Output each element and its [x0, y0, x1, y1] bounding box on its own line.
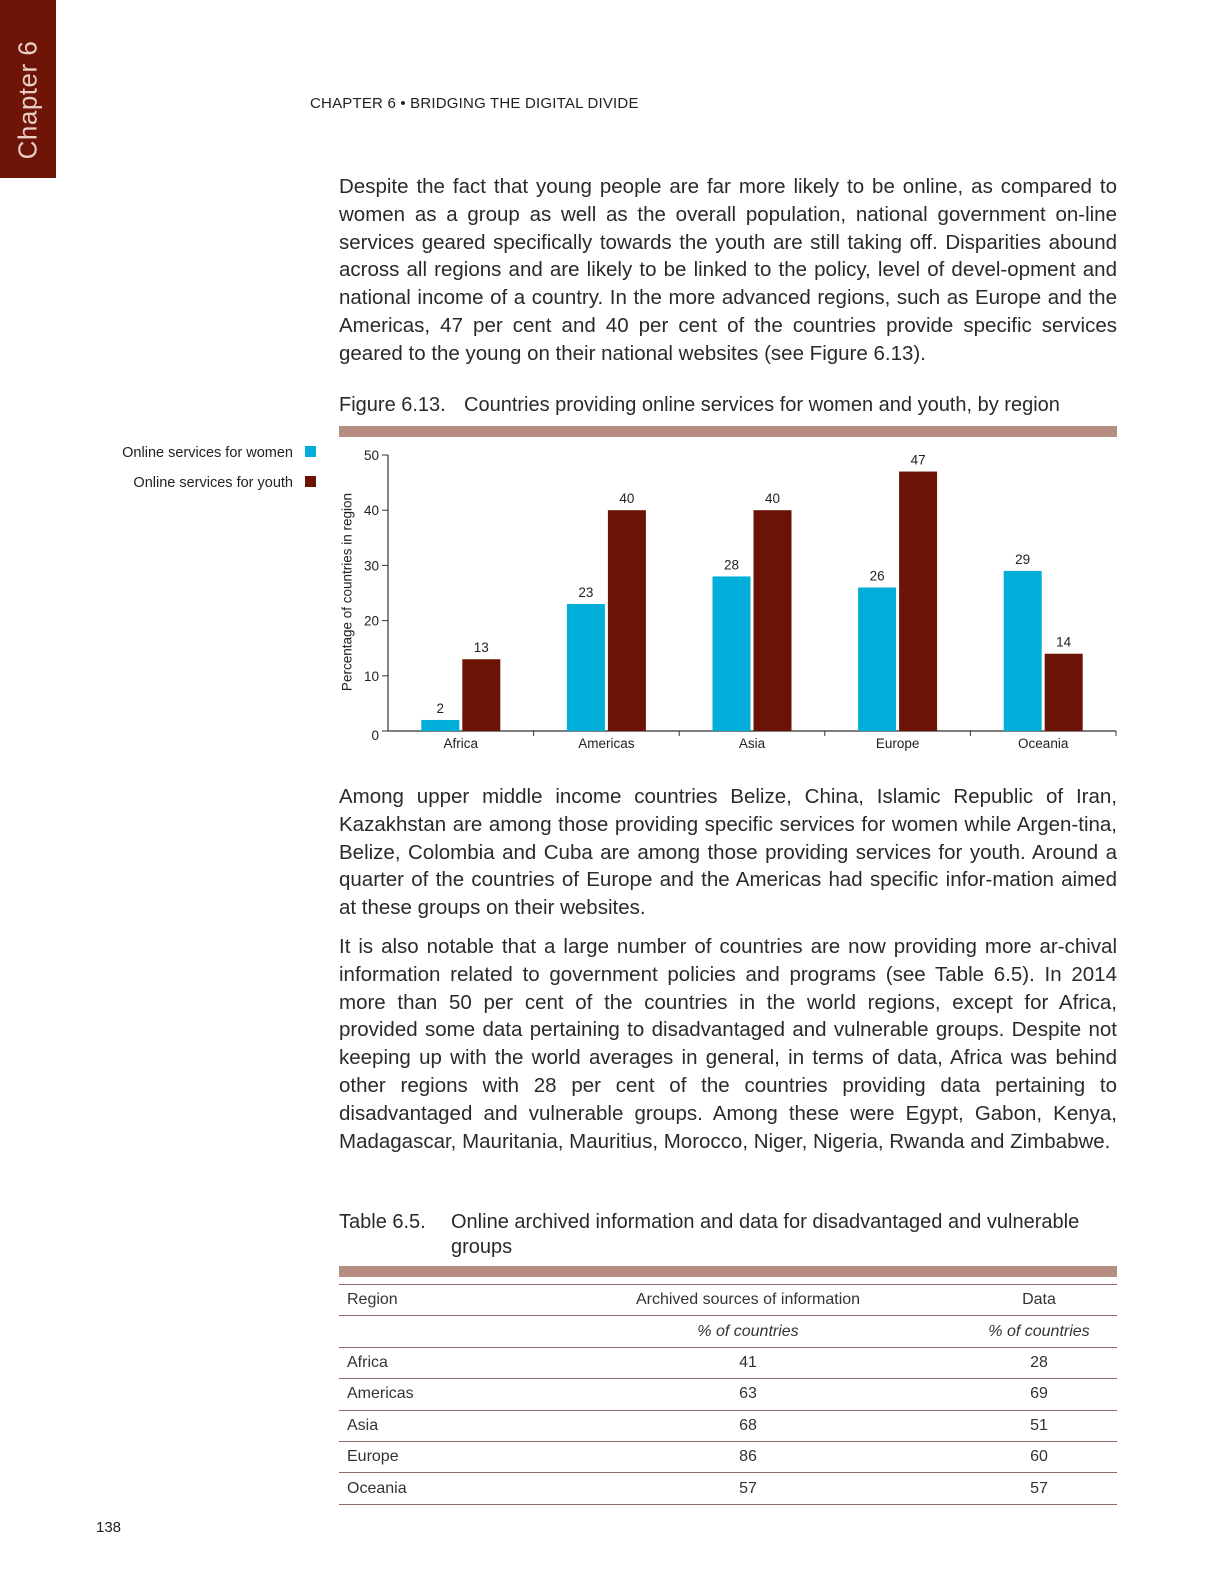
- legend-item-women: Online services for women: [60, 445, 316, 461]
- y-tick-label: 50: [364, 448, 379, 463]
- y-tick-label: 0: [371, 728, 379, 743]
- paragraph-3: It is also notable that a large number o…: [339, 935, 1117, 1153]
- y-tick-label: 10: [364, 669, 379, 684]
- table-row: Asia 68 51: [339, 1409, 1117, 1442]
- x-tick-label: Africa: [444, 736, 479, 751]
- chapter-tab-label: Chapter 6: [12, 40, 43, 160]
- chapter-tab: Chapter 6: [0, 0, 56, 178]
- paragraph-2: Among upper middle income countries Beli…: [339, 785, 1117, 920]
- archived-cell: 86: [535, 1440, 961, 1473]
- table-caption: Table 6.5. Online archived information a…: [339, 1210, 1117, 1260]
- table-title: Online archived information and data for…: [451, 1211, 1080, 1258]
- x-tick-label: Americas: [578, 736, 635, 751]
- data-table: Region Archived sources of information D…: [339, 1283, 1117, 1505]
- data-cell: 60: [961, 1440, 1117, 1473]
- figure-title: Countries providing online services for …: [464, 394, 1060, 416]
- table-rule: [339, 1266, 1117, 1277]
- data-label: 28: [724, 557, 739, 572]
- data-cell: 28: [961, 1346, 1117, 1379]
- bar-youth: [462, 659, 501, 731]
- bar-youth: [1044, 653, 1083, 731]
- data-cell: 57: [961, 1472, 1117, 1505]
- y-tick-label: 20: [364, 614, 379, 629]
- table-subheader-row: % of countries % of countries: [339, 1315, 1117, 1348]
- archived-cell: 41: [535, 1346, 961, 1379]
- archived-cell: 63: [535, 1378, 961, 1411]
- legend-item-youth: Online services for youth: [60, 475, 316, 491]
- bar-youth: [753, 510, 792, 731]
- header-data: Data: [961, 1283, 1117, 1316]
- table-header-row: Region Archived sources of information D…: [339, 1283, 1117, 1316]
- region-cell: Americas: [339, 1378, 535, 1411]
- legend-label-youth: Online services for youth: [133, 475, 293, 491]
- region-cell: Europe: [339, 1440, 535, 1473]
- subheader-data: % of countries: [961, 1315, 1117, 1348]
- data-label: 23: [578, 585, 593, 600]
- data-label: 13: [474, 640, 489, 655]
- data-label: 29: [1015, 552, 1030, 567]
- table-row: Americas 63 69: [339, 1378, 1117, 1411]
- data-cell: 51: [961, 1409, 1117, 1442]
- subheader-region: [339, 1315, 535, 1348]
- running-head: CHAPTER 6 • BRIDGING THE DIGITAL DIVIDE: [310, 95, 639, 112]
- header-archived: Archived sources of information: [535, 1283, 961, 1316]
- y-tick-label: 40: [364, 503, 379, 518]
- bar-women: [421, 719, 460, 731]
- header-region: Region: [339, 1283, 535, 1316]
- y-tick-label: 30: [364, 558, 379, 573]
- bar-youth: [899, 471, 938, 731]
- figure-number: Figure 6.13.: [339, 394, 446, 416]
- bar-chart: 0 10 20 30 40 50 Africa 2 13 Americas 23 40 Asia 28 40…: [364, 448, 1117, 751]
- figure-rule: [339, 426, 1117, 437]
- data-cell: 69: [961, 1378, 1117, 1411]
- page-number: 138: [96, 1519, 122, 1536]
- table-row: Africa 41 28: [339, 1346, 1117, 1379]
- region-cell: Oceania: [339, 1472, 535, 1505]
- table-number: Table 6.5.: [339, 1211, 426, 1233]
- bar-youth: [607, 510, 646, 731]
- paragraph-1: Despite the fact that young people are f…: [339, 175, 1117, 365]
- data-label: 2: [437, 701, 445, 716]
- data-label: 26: [870, 568, 885, 583]
- data-label: 40: [765, 491, 780, 506]
- subheader-archived: % of countries: [535, 1315, 961, 1348]
- archived-cell: 68: [535, 1409, 961, 1442]
- x-tick-label: Asia: [739, 736, 766, 751]
- figure-caption: Figure 6.13. Countries providing online s…: [339, 394, 1117, 417]
- x-tick-label: Europe: [876, 736, 920, 751]
- region-cell: Asia: [339, 1409, 535, 1442]
- data-label: 14: [1056, 635, 1072, 650]
- bar-women: [858, 587, 897, 731]
- bar-women: [566, 604, 605, 731]
- bar-women: [1003, 570, 1042, 731]
- data-label: 47: [911, 453, 926, 468]
- bar-women: [712, 576, 751, 731]
- legend-swatch-youth: [305, 475, 316, 487]
- x-tick-label: Oceania: [1018, 736, 1069, 751]
- region-cell: Africa: [339, 1346, 535, 1379]
- table-row: Oceania 57 57: [339, 1472, 1117, 1505]
- legend-swatch-women: [305, 445, 316, 457]
- table-row: Europe 86 60: [339, 1440, 1117, 1473]
- archived-cell: 57: [535, 1472, 961, 1505]
- data-label: 40: [619, 491, 634, 506]
- legend-label-women: Online services for women: [122, 445, 293, 461]
